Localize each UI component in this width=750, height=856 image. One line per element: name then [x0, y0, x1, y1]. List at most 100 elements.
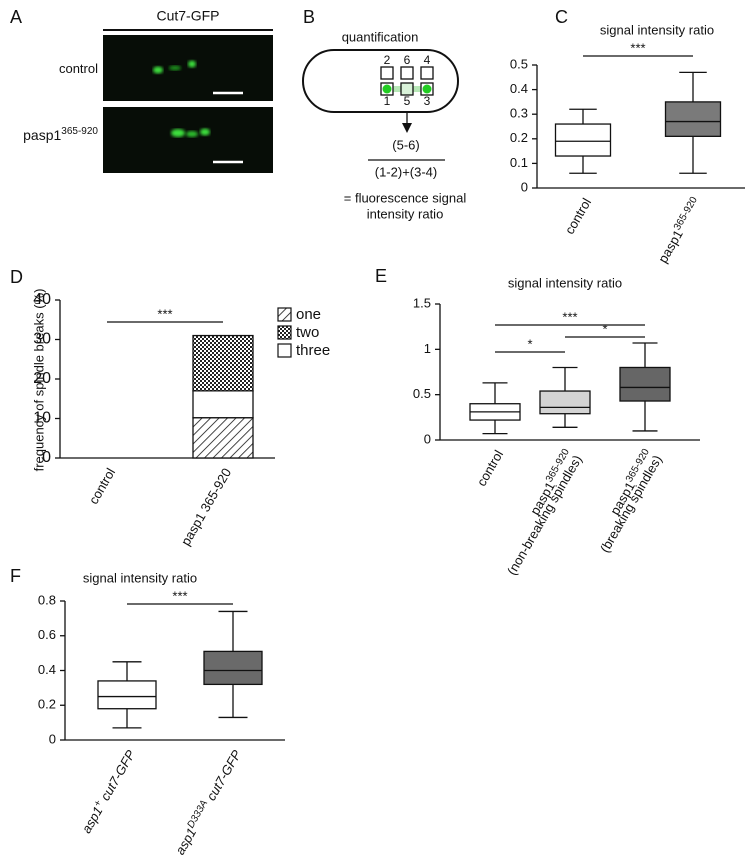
region-boxes: [380, 66, 434, 96]
legend-label: three: [296, 342, 330, 359]
label-text: control: [474, 448, 507, 489]
significance-label: ***: [172, 588, 187, 603]
box-body: [619, 366, 671, 402]
region-number: 3: [424, 94, 431, 108]
legend-swatch: [277, 325, 292, 340]
label-superscript: 365-920: [672, 194, 700, 232]
y-tick-label: 0: [49, 731, 56, 746]
y-tick-label: 40: [33, 291, 51, 308]
panel-title: Cut7-GFP: [156, 8, 219, 24]
y-tick-label: 0.2: [38, 697, 56, 712]
y-axis-label: frequency of spindle breaks (%): [31, 289, 46, 472]
box: [539, 366, 591, 428]
box-body: [554, 123, 612, 157]
box: [619, 342, 671, 432]
y-tick-label: 0.5: [510, 56, 528, 71]
cell-outline: [302, 49, 459, 113]
region-number: 6: [404, 53, 411, 67]
label-text: pasp1 365-920: [178, 466, 234, 549]
label-text: cut7-GFP: [202, 747, 245, 806]
legend-label: two: [296, 324, 319, 341]
label-text: asp1: [173, 826, 200, 856]
x-tick-label: asp1D333A cut7-GFP: [171, 747, 245, 856]
row-label: pasp1365-920: [23, 126, 98, 143]
panel-label: A: [10, 7, 22, 27]
significance-label: *: [602, 321, 607, 336]
micrograph: [103, 107, 273, 173]
box: [203, 610, 263, 719]
box: [469, 382, 521, 435]
label-text: pasp1: [656, 228, 687, 266]
region-number: 2: [384, 53, 391, 67]
y-tick-label: 10: [33, 410, 51, 427]
label-text: asp1: [79, 804, 106, 836]
x-tick-label: pasp1365-920: [654, 194, 705, 265]
y-tick-label: 1: [424, 341, 431, 356]
label-text: pasp1: [23, 127, 61, 143]
numerator: (5-6): [392, 137, 419, 152]
denominator: (1-2)+(3-4): [375, 164, 438, 179]
significance-label: ***: [157, 306, 172, 321]
box-body: [97, 680, 157, 710]
result-text: intensity ratio: [367, 206, 444, 221]
y-tick-label: 20: [33, 370, 51, 387]
y-tick-label: 0: [521, 179, 528, 194]
legend-label: one: [296, 306, 321, 323]
y-tick-label: 0.3: [510, 106, 528, 121]
box-body: [664, 101, 722, 137]
y-tick-label: 0: [424, 431, 431, 446]
result-text: = fluorescence signal: [344, 190, 467, 205]
label-line2: (non-breaking spindles): [504, 453, 585, 578]
panel-label: B: [303, 7, 315, 27]
x-tick-label: control: [86, 466, 119, 507]
y-tick-label: 0: [42, 449, 51, 466]
y-tick-label: 0.6: [38, 627, 56, 642]
y-tick-label: 0.8: [38, 592, 56, 607]
box: [554, 108, 612, 174]
legend-swatch: [277, 307, 292, 322]
arrow-head: [402, 123, 412, 133]
x-tick-label: pasp1365-920(non-breaking spindles): [494, 446, 585, 577]
chart-title: signal intensity ratio: [600, 22, 714, 37]
y-tick-label: 0.4: [38, 662, 56, 677]
diagram-title: quantification: [342, 29, 419, 44]
panel-label: F: [10, 566, 21, 586]
label-text: control: [562, 196, 595, 237]
y-tick-label: 0.5: [413, 386, 431, 401]
chart-title: signal intensity ratio: [508, 275, 622, 290]
row-label: control: [59, 61, 98, 76]
bar-segment: [192, 417, 254, 459]
region-number: 5: [404, 94, 411, 108]
box-body: [539, 390, 591, 415]
significance-label: *: [527, 336, 532, 351]
bar-segment: [192, 390, 254, 419]
significance-label: ***: [630, 40, 645, 55]
x-tick-label: control: [474, 448, 507, 489]
label-superscript: +: [91, 798, 104, 809]
label-superscript: 365-920: [61, 126, 98, 137]
panel-label: E: [375, 266, 387, 286]
label-text: control: [86, 466, 119, 507]
region-number: 1: [384, 94, 391, 108]
chart-title: signal intensity ratio: [83, 570, 197, 585]
y-tick-label: 1.5: [413, 295, 431, 310]
x-tick-label: asp1+ cut7-GFP: [77, 747, 138, 836]
label-text: cut7-GFP: [96, 747, 139, 806]
region-number: 4: [424, 53, 431, 67]
y-tick-label: 30: [33, 331, 51, 348]
y-tick-label: 0.4: [510, 81, 528, 96]
x-tick-label: control: [562, 196, 595, 237]
panel-label: D: [10, 267, 23, 287]
y-tick-label: 0.1: [510, 155, 528, 170]
label-text: control: [59, 61, 98, 76]
box-body: [203, 650, 263, 686]
legend-swatch: [277, 343, 292, 358]
y-tick-label: 0.2: [510, 130, 528, 145]
panel-label: C: [555, 7, 568, 27]
x-tick-label: pasp1365-920(breaking spindles): [587, 446, 665, 555]
micrograph: [103, 35, 273, 101]
significance-label: ***: [562, 309, 577, 324]
box: [97, 661, 157, 729]
x-tick-label: pasp1 365-920: [178, 466, 234, 549]
